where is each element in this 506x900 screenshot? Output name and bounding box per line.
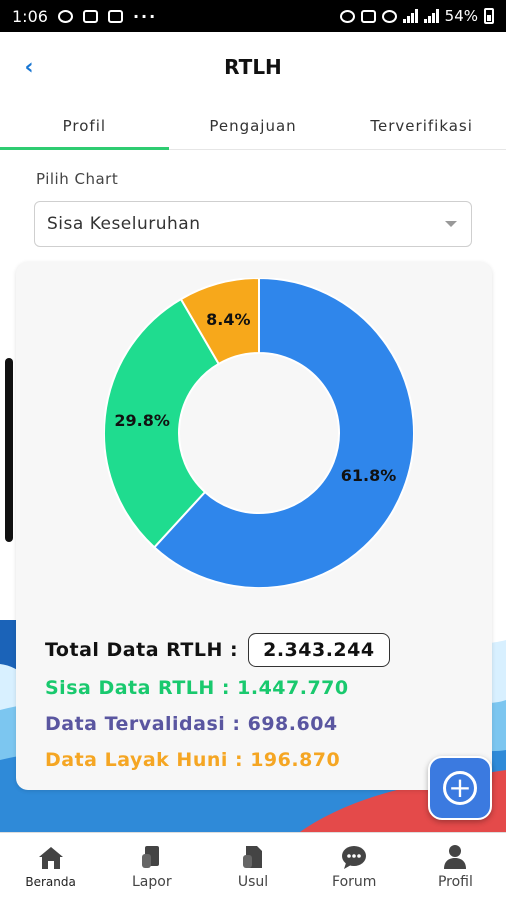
person-icon [441,844,469,870]
home-icon [37,845,65,871]
status-bar: 1:06 ··· 54% [0,0,506,32]
nav-item-usul[interactable]: Usul [202,833,303,900]
signal-2-icon [423,9,439,23]
donut-label-2: 8.4% [206,310,250,329]
caret-down-icon [445,221,457,227]
mute-icon [360,9,376,23]
chart-picker-value: Sisa Keseluruhan [47,214,201,234]
tab-terverifikasi[interactable]: Terverifikasi [370,116,473,135]
document-icon [239,844,267,870]
nav-item-beranda[interactable]: Beranda [0,833,101,900]
status-time: 1:06 [12,6,48,26]
nav-item-forum[interactable]: Forum [304,833,405,900]
add-button[interactable]: + [428,756,492,820]
donut-chart: 61.8% 29.8% 8.4% [104,278,414,588]
total-row: Total Data RTLH : 2.343.244 [45,633,390,667]
donut-label-1: 29.8% [114,411,170,430]
nav-label-profil: Profil [437,873,473,890]
more-notifications-icon: ··· [132,6,158,26]
scroll-indicator[interactable] [5,358,13,542]
tab-profil[interactable]: Profil [0,102,169,150]
tab-pengajuan[interactable]: Pengajuan [209,116,297,135]
report-icon [138,844,166,870]
alarm-icon [339,9,355,23]
app-header: ‹ RTLH [0,32,506,102]
chart-picker-label: Pilih Chart [36,170,119,188]
donut-slice-2[interactable] [179,278,260,366]
nav-label-forum: Forum [332,873,377,890]
nav-label-beranda: Beranda [25,874,76,889]
image-icon [82,9,98,23]
total-value-box: 2.343.244 [248,633,390,667]
nav-label-usul: Usul [237,873,269,890]
nav-item-lapor[interactable]: Lapor [101,833,202,900]
donut-slice-0[interactable] [152,278,414,588]
battery-percent: 54% [444,7,478,25]
sisa-data-text: Sisa Data RTLH : 1.447.770 [45,677,349,699]
nav-item-profil[interactable]: Profil [405,833,506,900]
battery-icon [484,8,494,24]
chevron-left-icon[interactable]: ‹ [24,54,34,80]
bottom-navigation: Beranda Lapor Usul Forum Profil [0,832,506,900]
data-layak-huni-text: Data Layak Huni : 196.870 [45,749,341,771]
data-tervalidasi-text: Data Tervalidasi : 698.604 [45,713,338,735]
gallery-icon [107,9,123,23]
tab-bar: Profil Pengajuan Terverifikasi [0,102,506,150]
nav-label-lapor: Lapor [132,873,172,890]
page-title: RTLH [224,55,282,79]
total-label: Total Data RTLH : [45,639,239,661]
chart-picker-select[interactable]: Sisa Keseluruhan [34,201,472,247]
plus-icon: + [443,771,477,805]
sync-icon [57,9,73,23]
signal-icon [402,9,418,23]
location-icon [381,9,397,23]
donut-label-0: 61.8% [341,466,397,485]
donut-slice-1[interactable] [104,297,221,549]
chat-icon [340,844,368,870]
